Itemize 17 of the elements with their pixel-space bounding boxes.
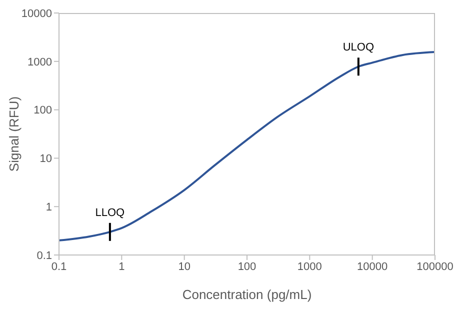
y-tick-label: 100 [34, 104, 52, 117]
x-tick-label: 100 [238, 260, 256, 273]
x-tick-label: 1000 [297, 260, 322, 273]
x-axis-title: Concentration (pg/mL) [182, 287, 312, 302]
y-tick-label: 1000 [28, 56, 52, 68]
y-tick-label: 10000 [21, 8, 52, 20]
y-tick-label: 10 [40, 153, 52, 166]
x-tick-label: 1 [118, 260, 125, 273]
y-tick-label: 0.1 [36, 250, 52, 262]
x-tick-label: 10 [178, 260, 190, 273]
x-tick-label: 10000 [357, 260, 388, 273]
x-tick-label: 100000 [416, 260, 454, 273]
y-axis-title: Signal (RFU) [6, 96, 22, 172]
y-tick-label: 1 [46, 202, 52, 214]
annotation: ULOQ [342, 42, 374, 54]
annotation: LLOQ [95, 206, 126, 219]
x-tick-label: 0.1 [51, 260, 67, 273]
